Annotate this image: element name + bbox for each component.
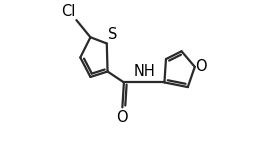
Text: O: O — [116, 110, 128, 125]
Text: NH: NH — [133, 64, 155, 79]
Text: O: O — [196, 59, 207, 74]
Text: S: S — [108, 27, 118, 42]
Text: Cl: Cl — [61, 4, 76, 19]
